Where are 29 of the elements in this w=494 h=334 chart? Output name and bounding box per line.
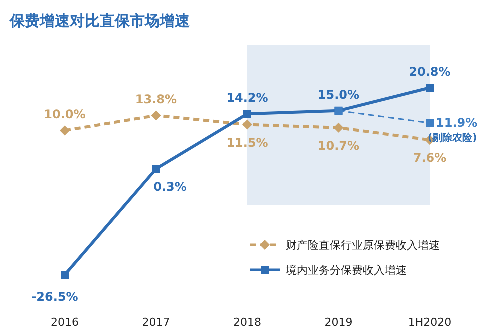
point — [151, 110, 162, 121]
data-label: 10.0% — [44, 108, 86, 122]
point — [426, 84, 434, 92]
x-tick-label: 2018 — [234, 316, 262, 329]
x-tick-label: 2019 — [324, 316, 353, 329]
point — [242, 120, 252, 130]
data-label: 11.9% — [436, 116, 478, 130]
point — [60, 126, 70, 136]
data-label: 14.2% — [226, 91, 268, 106]
data-label: 13.8% — [135, 92, 178, 107]
chart-title: 保费增速对比直保市场增速 — [9, 12, 191, 30]
legend-label: 境内业务分保费收入增速 — [285, 264, 407, 277]
point — [244, 110, 252, 118]
data-label: -26.5% — [32, 290, 78, 304]
data-label: 11.5% — [226, 136, 268, 150]
data-label: 20.8% — [409, 65, 451, 79]
data-label: 7.6% — [413, 151, 447, 166]
x-tick-label: 2016 — [51, 316, 79, 329]
data-label: 0.3% — [154, 180, 187, 194]
point — [152, 165, 160, 174]
x-tick-label: 1H2020 — [408, 316, 452, 329]
x-tick-label: 2017 — [142, 316, 170, 329]
data-label: 10.7% — [318, 138, 360, 153]
point — [61, 271, 69, 279]
legend-label: 财产险直保行业原保费收入增速 — [286, 239, 440, 252]
point — [334, 122, 344, 133]
point — [426, 119, 434, 128]
annotation: (剔除农险) — [428, 132, 478, 144]
data-label: 15.0% — [318, 88, 360, 102]
